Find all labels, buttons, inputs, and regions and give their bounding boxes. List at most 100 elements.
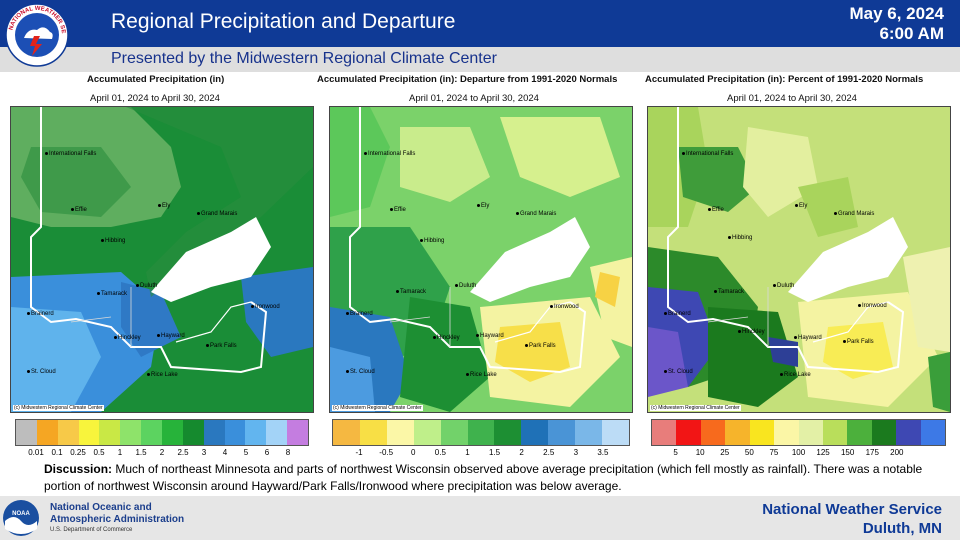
city-label: Ironwood [251,304,280,310]
legend-swatch [224,420,246,445]
discussion-text: Discussion: Much of northeast Minnesota … [44,461,944,495]
legend-tick-label: 0.1 [51,448,63,457]
city-label: St. Cloud [27,369,56,375]
legend-tick-label: 3.5 [597,448,609,457]
legend-tick-label: 10 [695,448,705,457]
city-label: Ely [795,203,807,209]
legend-swatch [78,420,100,445]
legend-tick-label: 4 [222,448,228,457]
legend-swatch [162,420,183,445]
city-label: Hayward [476,333,504,339]
legend-swatch [676,420,701,445]
city-label: Rice Lake [147,372,178,378]
city-label: Brainerd [664,311,691,317]
map-percent-normal: International Falls Effie Ely Grand Mara… [647,106,951,413]
city-label: Duluth [136,283,157,289]
city-label: Hayward [794,335,822,341]
noaa-name-line1: National Oceanic and [50,502,152,513]
city-label: International Falls [682,151,733,157]
city-label: Tamarack [97,291,127,297]
city-label: Brainerd [27,311,54,317]
subtitle-bar [0,47,960,72]
legend-swatch [36,420,58,445]
legend-swatch [57,420,79,445]
legend-swatch [521,420,549,445]
legend-swatch [333,420,360,445]
map-credit: (c) Midwestern Regional Climate Center [650,405,741,411]
city-label: Park Falls [206,343,237,349]
legend-swatch [920,420,946,445]
legend-swatch [871,420,897,445]
legend-tick-label: 2.5 [543,448,555,457]
time-label: 6:00 AM [879,24,944,43]
legend-swatch [266,420,288,445]
legend-tick-label: 0 [411,448,416,457]
discussion-label: Discussion: [44,462,113,476]
city-label: Duluth [773,283,794,289]
legend-swatch [725,420,750,445]
map-credit: (c) Midwestern Regional Climate Center [332,405,423,411]
page-title: Regional Precipitation and Departure [111,10,456,33]
city-label: International Falls [364,151,415,157]
legend-tick-label: 0.5 [93,448,105,457]
legend-swatch [182,420,204,445]
legend-accumulated [15,419,309,446]
panel-1-title: Accumulated Precipitation (in) [87,74,225,85]
city-label: Tamarack [714,289,744,295]
city-label: Ironwood [550,304,579,310]
city-label: Grand Marais [197,211,237,217]
nws-name: National Weather Service [762,501,942,518]
noaa-name-line2: Atmospheric Administration [50,514,185,525]
city-label: Grand Marais [516,211,556,217]
city-label: Ely [477,203,489,209]
legend-swatch [359,420,387,445]
city-label: Grand Marais [834,211,874,217]
legend-swatch [413,420,441,445]
legend-swatch [774,420,799,445]
legend-tick-label: 150 [840,448,855,457]
nws-location: Duluth, MN [862,520,942,537]
legend-swatch [749,420,775,445]
legend-tick-label: 8 [285,448,291,457]
city-label: Duluth [455,283,476,289]
city-label: Hinckley [433,335,460,341]
city-label: Hibbing [728,235,752,241]
legend-swatch [652,420,677,445]
city-label: Park Falls [525,343,556,349]
legend-departure [332,419,630,446]
city-label: Effie [71,207,87,213]
legend-tick-label: 200 [890,448,904,457]
legend-swatch [120,420,142,445]
city-label: Tamarack [396,289,426,295]
city-label: Effie [708,207,724,213]
city-label: Hinckley [114,335,141,341]
legend-tick-label: 5 [673,448,678,457]
legend-tick-label: 0.5 [434,448,446,457]
legend-swatch [548,420,576,445]
legend-tick-label: 50 [744,448,754,457]
nws-office: National Weather Service Duluth, MN [762,500,942,538]
legend-swatch [822,420,848,445]
legend-swatch [287,420,309,445]
city-label: St. Cloud [664,369,693,375]
panel-2-title: Accumulated Precipitation (in): Departur… [317,74,618,85]
legend-swatch [896,420,921,445]
city-label: Hinckley [738,329,765,335]
legend-percent [651,419,946,446]
map-credit: (c) Midwestern Regional Climate Center [13,405,104,411]
map-accumulated-precip: International Falls Effie Ely Grand Mara… [10,106,314,413]
legend-tick-label: 1 [117,448,123,457]
legend-swatch [141,420,163,445]
legend-tick-label: 3 [201,448,207,457]
legend-tick-label: 25 [720,448,730,457]
noaa-department: U.S. Department of Commerce [50,527,133,533]
city-label: Ely [158,203,170,209]
panel-3-title: Accumulated Precipitation (in): Percent … [645,74,924,85]
legend-tick-label: 125 [816,448,830,457]
legend-swatch [602,420,629,445]
legend-tick-label: 1.5 [135,448,147,457]
city-label: Brainerd [346,311,373,317]
legend-tick-label: 75 [769,448,779,457]
legend-tick-label: 0.25 [70,448,86,457]
city-label: Hayward [157,333,185,339]
